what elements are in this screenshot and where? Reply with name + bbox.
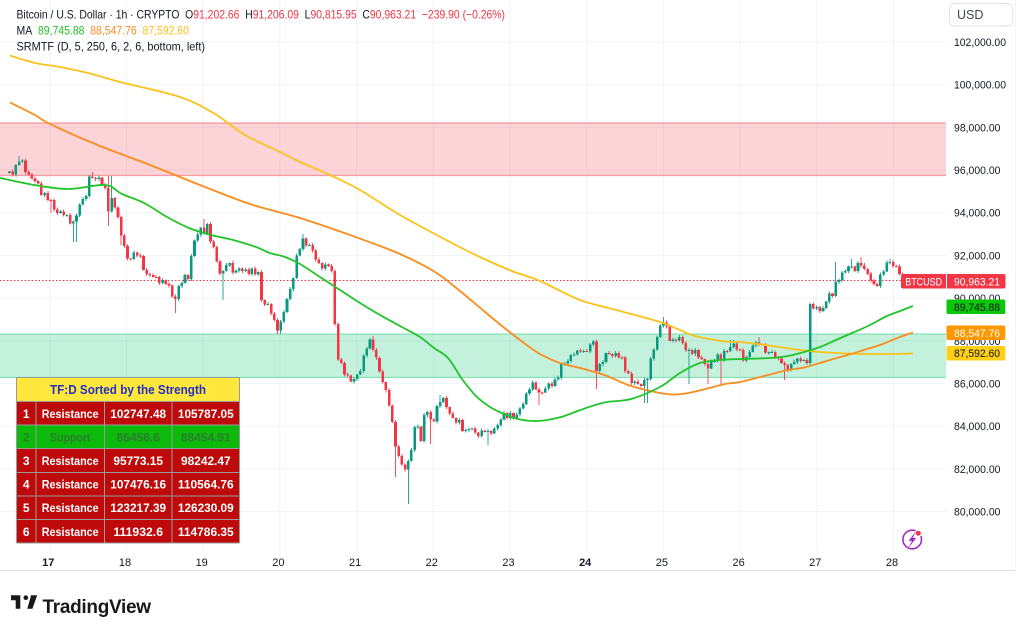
svg-text:Bitcoin / U.S. Dollar · 1h · C: Bitcoin / U.S. Dollar · 1h · CRYPTO O91,… bbox=[17, 7, 506, 21]
svg-text:3: 3 bbox=[23, 454, 30, 468]
svg-text:24: 24 bbox=[579, 557, 592, 569]
svg-text:21: 21 bbox=[349, 557, 361, 569]
svg-text:102,000.00: 102,000.00 bbox=[954, 37, 1006, 49]
svg-text:5: 5 bbox=[23, 501, 30, 515]
svg-text:BTCUSD: BTCUSD bbox=[905, 276, 942, 288]
svg-text:23: 23 bbox=[502, 557, 514, 569]
svg-text:96,000.00: 96,000.00 bbox=[954, 165, 1001, 177]
svg-text:84,000.00: 84,000.00 bbox=[954, 421, 1001, 433]
svg-text:Resistance: Resistance bbox=[42, 407, 99, 421]
svg-text:25: 25 bbox=[656, 557, 668, 569]
svg-text:94,000.00: 94,000.00 bbox=[954, 208, 1001, 220]
svg-text:95773.15: 95773.15 bbox=[113, 454, 163, 468]
svg-text:111932.6: 111932.6 bbox=[113, 525, 163, 539]
svg-text:87,592.60: 87,592.60 bbox=[954, 348, 1000, 360]
svg-text:Support: Support bbox=[50, 430, 91, 444]
svg-text:89,745.88: 89,745.88 bbox=[954, 302, 1000, 314]
svg-text:28: 28 bbox=[886, 557, 898, 569]
svg-text:105787.05: 105787.05 bbox=[178, 407, 234, 421]
svg-text:114786.35: 114786.35 bbox=[178, 525, 234, 539]
svg-text:19: 19 bbox=[196, 557, 208, 569]
svg-text:USD: USD bbox=[957, 8, 983, 22]
svg-text:80,000.00: 80,000.00 bbox=[954, 507, 1001, 519]
svg-text:Resistance: Resistance bbox=[42, 525, 99, 539]
svg-text:18: 18 bbox=[119, 557, 131, 569]
svg-text:90,963.21: 90,963.21 bbox=[954, 276, 1000, 288]
svg-text:110564.76: 110564.76 bbox=[178, 478, 234, 492]
svg-text:SRMTF (D, 5, 250, 6, 2, 6, bot: SRMTF (D, 5, 250, 6, 2, 6, bottom, left) bbox=[17, 40, 206, 54]
svg-text:86,000.00: 86,000.00 bbox=[954, 378, 1001, 390]
svg-text:17: 17 bbox=[42, 557, 54, 569]
svg-text:86456.6: 86456.6 bbox=[117, 430, 161, 444]
svg-text:88454.91: 88454.91 bbox=[181, 430, 231, 444]
svg-text:126230.09: 126230.09 bbox=[178, 501, 234, 515]
svg-text:92,000.00: 92,000.00 bbox=[954, 250, 1001, 262]
svg-text:98242.47: 98242.47 bbox=[181, 454, 231, 468]
svg-text:Resistance: Resistance bbox=[42, 478, 99, 492]
svg-text:2: 2 bbox=[23, 430, 30, 444]
svg-text:88,547.76: 88,547.76 bbox=[954, 328, 1000, 340]
svg-text:TF:D Sorted by the Strength: TF:D Sorted by the Strength bbox=[50, 383, 206, 397]
svg-text:20: 20 bbox=[272, 557, 284, 569]
svg-text:102747.48: 102747.48 bbox=[110, 407, 166, 421]
svg-text:Resistance: Resistance bbox=[42, 501, 99, 515]
svg-text:1: 1 bbox=[23, 407, 30, 421]
svg-text:123217.39: 123217.39 bbox=[110, 501, 166, 515]
svg-text:107476.16: 107476.16 bbox=[110, 478, 166, 492]
svg-text:Resistance: Resistance bbox=[42, 454, 99, 468]
svg-text:100,000.00: 100,000.00 bbox=[954, 80, 1006, 92]
svg-text:27: 27 bbox=[809, 557, 821, 569]
svg-text:4: 4 bbox=[23, 478, 30, 492]
svg-text:6: 6 bbox=[23, 525, 30, 539]
svg-text:98,000.00: 98,000.00 bbox=[954, 122, 1001, 134]
svg-text:26: 26 bbox=[732, 557, 744, 569]
svg-text:22: 22 bbox=[426, 557, 438, 569]
svg-text:MA 89,745.88 88,547.76 87,5: MA 89,745.88 88,547.76 87,592.60 bbox=[17, 24, 190, 38]
svg-text:82,000.00: 82,000.00 bbox=[954, 464, 1001, 476]
svg-text:TradingView: TradingView bbox=[43, 597, 152, 618]
